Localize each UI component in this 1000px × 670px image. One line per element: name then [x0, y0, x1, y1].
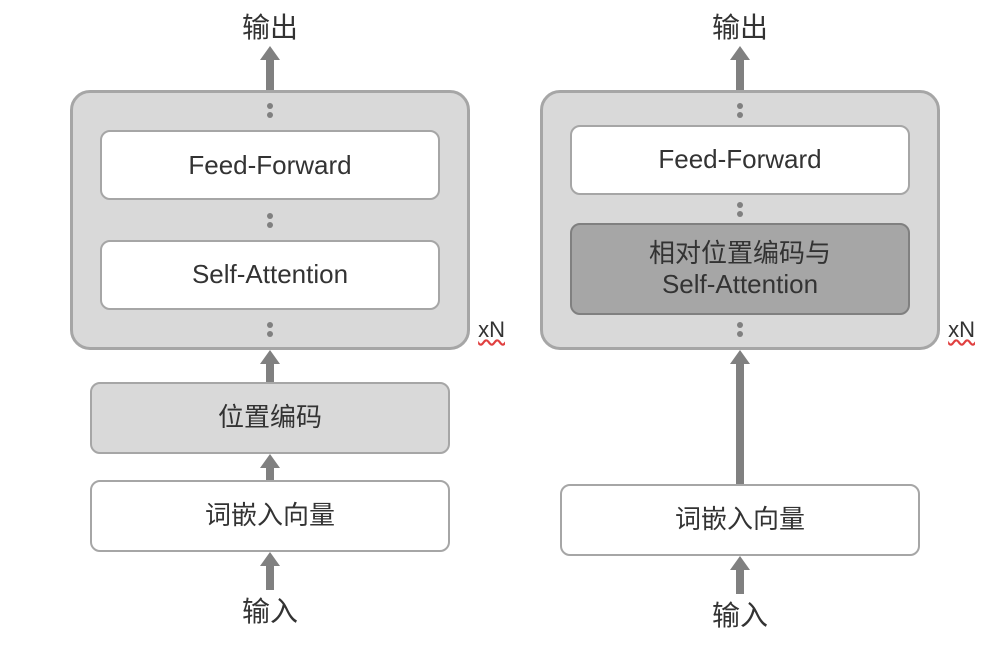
relative-position-label: 相对位置编码与 Self-Attention	[649, 238, 831, 300]
dots-icon	[737, 202, 743, 217]
feed-forward-box-left: Feed-Forward	[100, 130, 440, 200]
arrow-mid1-left	[260, 350, 280, 382]
input-label-left: 输入	[242, 590, 298, 630]
position-encoding-label: 位置编码	[218, 402, 322, 433]
embedding-label: 词嵌入向量	[675, 504, 805, 535]
arrow-head-icon	[260, 46, 280, 60]
arrow-mid-right	[730, 350, 750, 484]
right-column: 输出 Feed-Forward 相对位置编码与 Self-Attention x…	[540, 6, 940, 634]
arrow-head-icon	[730, 350, 750, 364]
dots-icon	[737, 322, 743, 337]
arrow-mid2-left	[260, 454, 280, 480]
arrow-shaft	[736, 570, 744, 594]
arrow-shaft	[266, 60, 274, 90]
arrow-head-icon	[730, 46, 750, 60]
xn-label-right: xN	[948, 317, 975, 343]
arrow-head-icon	[260, 350, 280, 364]
encoder-block-left: Feed-Forward Self-Attention xN	[70, 90, 470, 350]
self-attention-box-left: Self-Attention	[100, 240, 440, 310]
xn-label-left: xN	[478, 317, 505, 343]
dots-icon	[737, 103, 743, 118]
left-column: 输出 Feed-Forward Self-Attention xN 位置编码 词…	[70, 6, 470, 630]
arrow-shaft	[266, 364, 274, 382]
arrow-head-icon	[730, 556, 750, 570]
arrow-shaft	[266, 468, 274, 480]
embedding-label: 词嵌入向量	[205, 500, 335, 531]
input-label-right: 输入	[712, 594, 768, 634]
self-attention-label: Self-Attention	[192, 259, 348, 290]
dots-icon	[267, 213, 273, 228]
arrow-shaft	[266, 566, 274, 590]
position-encoding-box: 位置编码	[90, 382, 450, 454]
relative-position-self-attention-box: 相对位置编码与 Self-Attention	[570, 223, 910, 315]
arrow-bottom-left	[260, 552, 280, 590]
dots-icon	[267, 103, 273, 118]
embedding-box-right: 词嵌入向量	[560, 484, 920, 556]
feed-forward-label: Feed-Forward	[188, 150, 351, 181]
feed-forward-box-right: Feed-Forward	[570, 125, 910, 195]
arrow-head-icon	[260, 552, 280, 566]
feed-forward-label: Feed-Forward	[658, 144, 821, 175]
embedding-box-left: 词嵌入向量	[90, 480, 450, 552]
arrow-bottom-right	[730, 556, 750, 594]
dots-icon	[267, 322, 273, 337]
output-label-left: 输出	[242, 6, 298, 46]
encoder-block-right: Feed-Forward 相对位置编码与 Self-Attention xN	[540, 90, 940, 350]
arrow-shaft	[736, 60, 744, 90]
output-label-right: 输出	[712, 6, 768, 46]
arrow-top-right	[730, 46, 750, 90]
arrow-top-left	[260, 46, 280, 90]
arrow-head-icon	[260, 454, 280, 468]
arrow-shaft	[736, 364, 744, 484]
